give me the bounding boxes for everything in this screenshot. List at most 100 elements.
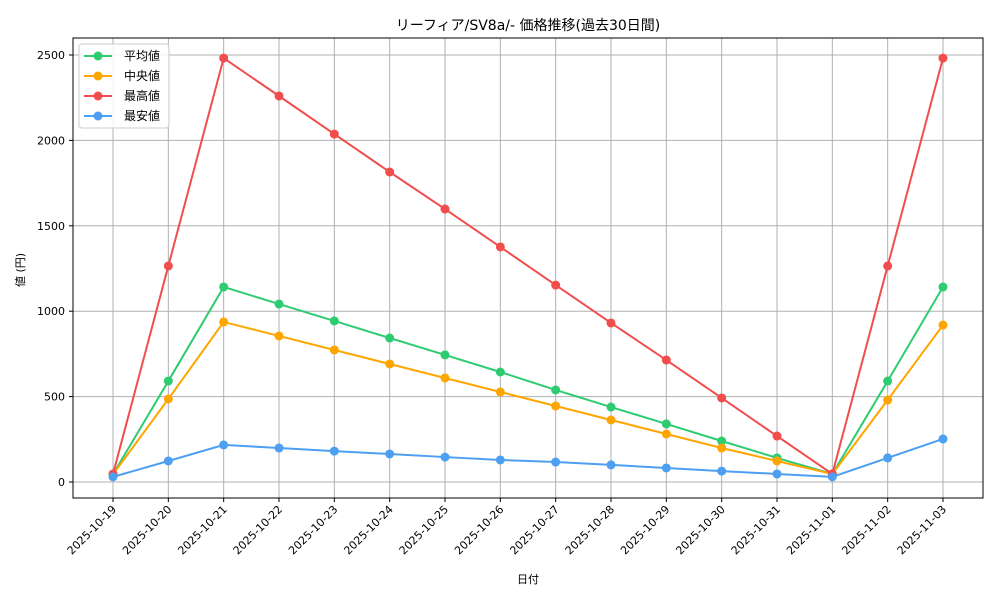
data-point	[938, 434, 948, 444]
y-tick-label: 500	[44, 391, 65, 404]
data-point	[440, 204, 450, 214]
data-point	[219, 440, 229, 450]
data-point	[495, 242, 505, 252]
data-point	[274, 443, 284, 453]
data-point	[661, 463, 671, 473]
data-point	[717, 466, 727, 476]
x-tick-label: 2025-10-19	[65, 503, 119, 557]
x-tick-label: 2025-10-29	[618, 503, 672, 557]
x-axis: 2025-10-19 2025-10-20 2025-10-21 2025-10-22…	[65, 498, 949, 557]
data-point	[385, 449, 395, 459]
data-point	[385, 359, 395, 369]
data-point	[385, 167, 395, 177]
data-point	[883, 453, 893, 463]
data-point	[329, 316, 339, 326]
data-point	[661, 429, 671, 439]
data-point	[108, 472, 118, 482]
legend-label: 最安値	[124, 108, 160, 123]
y-tick-label: 1000	[37, 305, 65, 318]
legend-marker-icon	[93, 91, 103, 101]
data-point	[661, 355, 671, 365]
data-point	[163, 394, 173, 404]
x-tick-label: 2025-10-23	[286, 503, 340, 557]
data-point	[329, 345, 339, 355]
data-point	[495, 455, 505, 465]
y-tick-label: 0	[58, 476, 65, 489]
x-tick-label: 2025-10-21	[175, 503, 229, 557]
data-point	[606, 415, 616, 425]
legend-item: 平均値	[84, 48, 160, 63]
x-tick-label: 2025-10-24	[341, 503, 395, 557]
legend-label: 平均値	[124, 48, 160, 63]
y-tick-label: 1500	[37, 220, 65, 233]
data-point	[606, 460, 616, 470]
data-point	[495, 387, 505, 397]
data-point	[772, 469, 782, 479]
series-layer	[108, 53, 948, 482]
data-point	[717, 393, 727, 403]
legend-marker-icon	[93, 51, 103, 61]
x-tick-label: 2025-10-22	[231, 503, 285, 557]
plot-area	[72, 37, 984, 499]
series-line	[108, 434, 948, 482]
data-point	[163, 376, 173, 386]
data-point	[938, 282, 948, 292]
x-tick-label: 2025-10-30	[673, 503, 727, 557]
x-tick-label: 2025-10-27	[507, 503, 561, 557]
y-tick-label: 2000	[37, 134, 65, 147]
data-point	[219, 282, 229, 292]
data-point	[440, 373, 450, 383]
data-point	[219, 317, 229, 327]
data-point	[163, 261, 173, 271]
data-point	[551, 280, 561, 290]
legend-item: 中央値	[84, 68, 160, 83]
data-point	[551, 401, 561, 411]
data-point	[274, 331, 284, 341]
data-point	[661, 419, 671, 429]
data-point	[883, 376, 893, 386]
x-tick-label: 2025-11-03	[895, 503, 949, 557]
x-tick-label: 2025-10-20	[120, 503, 174, 557]
x-tick-label: 2025-11-01	[784, 503, 838, 557]
data-point	[938, 53, 948, 63]
data-point	[329, 446, 339, 456]
data-point	[551, 457, 561, 467]
legend-label: 最高値	[124, 88, 160, 103]
data-point	[163, 456, 173, 466]
data-point	[938, 320, 948, 330]
data-point	[772, 456, 782, 466]
x-axis-label: 日付	[517, 573, 539, 586]
data-point	[551, 385, 561, 395]
y-tick-label: 2500	[37, 49, 65, 62]
legend-label: 中央値	[124, 68, 160, 83]
data-point	[717, 443, 727, 453]
data-point	[219, 53, 229, 63]
chart-title: リーフィア/SV8a/- 価格推移(過去30日間)	[396, 18, 661, 34]
data-point	[329, 129, 339, 139]
data-point	[274, 299, 284, 309]
x-tick-label: 2025-10-25	[397, 503, 451, 557]
data-point	[440, 350, 450, 360]
data-point	[717, 436, 727, 446]
plot-frame	[72, 37, 984, 499]
data-point	[827, 472, 837, 482]
data-point	[606, 318, 616, 328]
legend-marker-icon	[93, 71, 103, 81]
data-point	[883, 395, 893, 405]
x-tick-label: 2025-11-02	[839, 503, 893, 557]
data-point	[772, 431, 782, 441]
data-point	[385, 333, 395, 343]
x-tick-label: 2025-10-26	[452, 503, 506, 557]
legend-item: 最安値	[84, 108, 160, 123]
legend-marker-icon	[93, 111, 103, 121]
data-point	[606, 402, 616, 412]
y-axis: 0 500 1000 1500 2000 2500	[37, 49, 73, 489]
x-tick-label: 2025-10-31	[729, 503, 783, 557]
x-tick-label: 2025-10-28	[563, 503, 617, 557]
y-axis-label: 値 (円)	[14, 253, 27, 287]
legend-item: 最高値	[84, 88, 160, 103]
data-point	[440, 452, 450, 462]
data-point	[495, 367, 505, 377]
